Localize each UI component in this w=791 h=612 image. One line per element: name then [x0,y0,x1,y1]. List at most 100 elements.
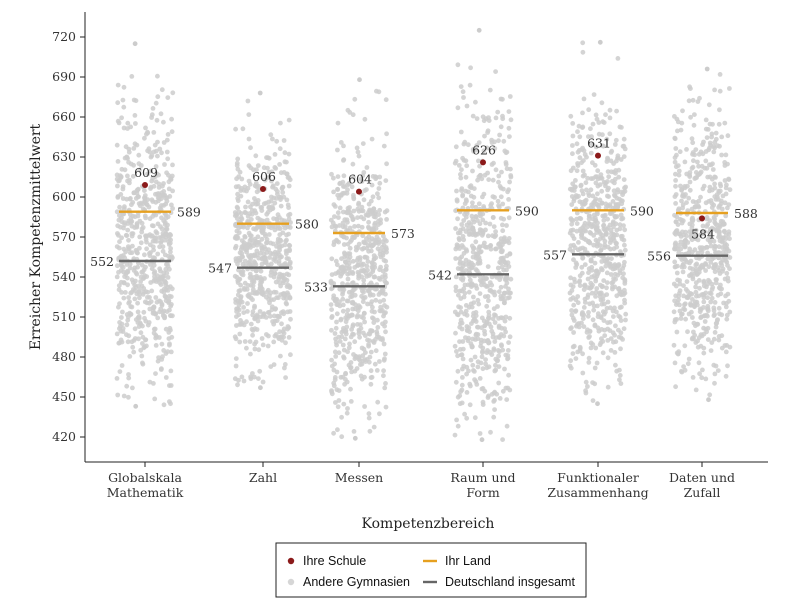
jitter-point [595,401,600,407]
jitter-point [284,159,289,165]
jitter-point [271,313,277,319]
jitter-point [491,224,497,230]
jitter-point [145,295,150,300]
jitter-point [164,149,170,155]
jitter-point [382,311,387,316]
jitter-point [158,111,164,117]
jitter-point [453,379,459,385]
jitter-point [235,382,240,388]
jitter-point [268,132,274,138]
jitter-point [616,167,622,173]
jitter-point [115,159,121,164]
jitter-point [250,290,256,296]
jitter-point [344,217,350,223]
jitter-point [119,115,124,121]
jitter-point [370,267,376,273]
land-mean-label: 590 [515,203,539,218]
jitter-point [152,269,158,275]
jitter-point [579,264,585,270]
jitter-point [623,311,629,317]
jitter-point [490,194,496,200]
jitter-point [597,182,603,188]
jitter-point [268,273,274,278]
jitter-point [162,293,168,299]
x-tick-label: Zufall [684,485,721,500]
jitter-point [594,360,600,366]
jitter-point [118,337,124,343]
jitter-point [126,300,132,306]
jitter-point [583,180,589,186]
jitter-point [332,375,338,380]
jitter-point [717,107,722,113]
x-tick-label: Mathematik [107,485,184,500]
jitter-point [569,221,575,227]
jitter-point [246,178,252,184]
jitter-point [160,248,166,254]
jitter-point [711,238,717,244]
jitter-point [122,274,127,279]
jitter-point [278,238,284,244]
jitter-point [601,218,607,223]
jitter-point [133,403,139,409]
jitter-point [479,325,484,331]
jitter-point [159,150,164,156]
jitter-point [278,120,283,126]
jitter-point [677,288,683,293]
jitter-point [150,244,156,250]
jitter-point [481,191,487,197]
jitter-point [461,95,466,100]
jitter-point [372,274,378,280]
y-tick-label: 600 [52,189,76,204]
jitter-point [674,350,680,356]
jitter-point [140,269,146,275]
jitter-point [257,309,263,314]
jitter-point [355,308,361,314]
jitter-point [344,190,350,196]
jitter-point [711,336,717,342]
jitter-point [687,172,692,178]
jitter-point [604,270,610,276]
jitter-point [114,376,120,381]
jitter-point [597,342,603,348]
jitter-point [248,351,253,357]
jitter-point [680,262,686,268]
jitter-point [603,263,609,269]
jitter-point [592,198,598,204]
jitter-point [707,392,713,398]
jitter-point [121,280,127,285]
jitter-point [245,301,250,306]
jitter-point [170,90,176,96]
jitter-point [159,366,164,372]
jitter-point [350,216,356,222]
jitter-point [164,270,170,276]
jitter-point [460,366,465,372]
jitter-point [372,261,377,267]
x-tick-label: Raum und [450,470,515,485]
jitter-point [709,134,714,140]
jitter-point [251,167,256,173]
jitter-point [137,245,142,251]
jitter-point [239,244,245,250]
jitter-point [684,259,690,265]
jitter-point [122,167,128,173]
jitter-point [594,116,600,122]
jitter-point [725,161,730,167]
jitter-point [706,397,711,403]
jitter-point [506,286,511,292]
jitter-point [382,385,388,391]
jitter-point [139,353,145,359]
jitter-point [255,234,261,240]
jitter-point [473,267,479,272]
jitter-point [504,280,510,286]
jitter-point [461,237,467,243]
jitter-point [715,143,720,149]
jitter-point [458,84,464,89]
jitter-point [266,155,272,161]
jitter-point [703,376,709,382]
jitter-point [694,293,699,299]
jitter-point [701,139,706,145]
jitter-point [137,218,143,224]
jitter-point [477,291,483,296]
jitter-point [337,181,343,187]
